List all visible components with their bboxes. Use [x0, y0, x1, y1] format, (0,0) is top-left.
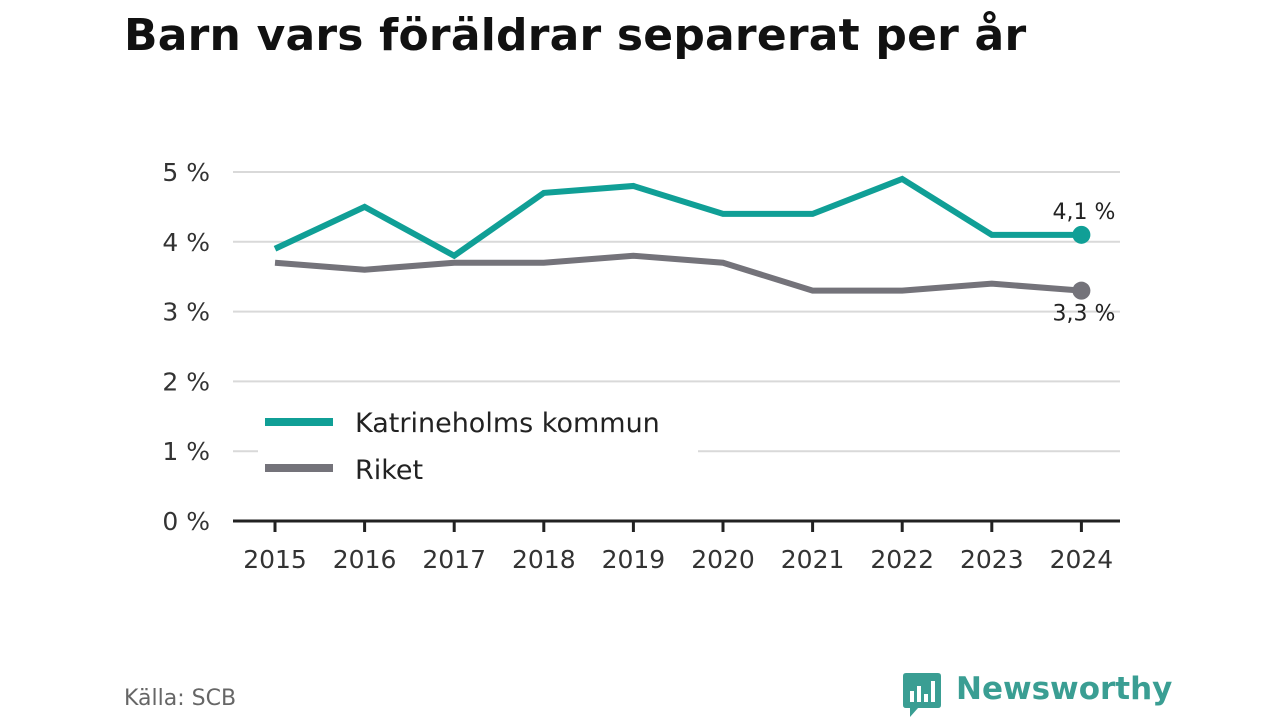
- x-tick-label: 2023: [960, 545, 1024, 574]
- icon-bar: [910, 691, 914, 702]
- legend-background: [258, 395, 698, 495]
- bar-chart-speech-bubble-icon: [903, 673, 941, 717]
- x-tick-label: 2020: [691, 545, 755, 574]
- icon-bar: [917, 686, 921, 702]
- line-chart: 0 % 1 % 2 % 3 % 4 % 5 % Katrineholms kommun R…: [162, 158, 1120, 574]
- y-tick-label: 2 %: [162, 367, 210, 396]
- series: 4,1 % 3,3 %: [273, 175, 1116, 327]
- x-tick-label: 2021: [781, 545, 845, 574]
- legend-label-katrineholm: Katrineholms kommun: [355, 408, 660, 439]
- series-end-marker: [1072, 225, 1091, 244]
- x-tick-label: 2015: [243, 545, 307, 574]
- series-end-marker: [1072, 281, 1091, 300]
- x-tick-label: 2024: [1050, 545, 1114, 574]
- icon-bar: [924, 694, 928, 702]
- gridlines: 0 % 1 % 2 % 3 % 4 % 5 %: [162, 158, 1120, 536]
- icon-bar: [931, 681, 935, 702]
- brand-logo: Newsworthy: [902, 670, 1172, 720]
- legend-label-riket: Riket: [355, 455, 423, 486]
- x-tick-label: 2019: [602, 545, 666, 574]
- series-line: [274, 252, 1082, 294]
- x-tick-label: 2022: [870, 545, 934, 574]
- y-tick-label: 0 %: [162, 507, 210, 536]
- legend: Katrineholms kommun Riket: [258, 395, 698, 495]
- x-tick-label: 2016: [333, 545, 397, 574]
- y-tick-label: 3 %: [162, 298, 210, 327]
- x-axis: 2015 2016 2017 2018 2019 2020 2021 2022 2023 2024: [233, 519, 1120, 574]
- series-line: [273, 175, 1082, 260]
- series-end-label: 4,1 %: [1053, 200, 1116, 225]
- chart-title: Barn vars föräldrar separerat per år: [124, 10, 1027, 61]
- y-tick-label: 5 %: [162, 158, 210, 187]
- brand-name: Newsworthy: [956, 671, 1173, 707]
- y-tick-label: 4 %: [162, 228, 210, 257]
- source-note: Källa: SCB: [124, 686, 237, 711]
- speech-bubble-shape: [903, 673, 941, 717]
- series-end-label: 3,3 %: [1053, 302, 1116, 327]
- y-tick-label: 1 %: [162, 437, 210, 466]
- x-tick-label: 2018: [512, 545, 576, 574]
- x-tick-label: 2017: [422, 545, 486, 574]
